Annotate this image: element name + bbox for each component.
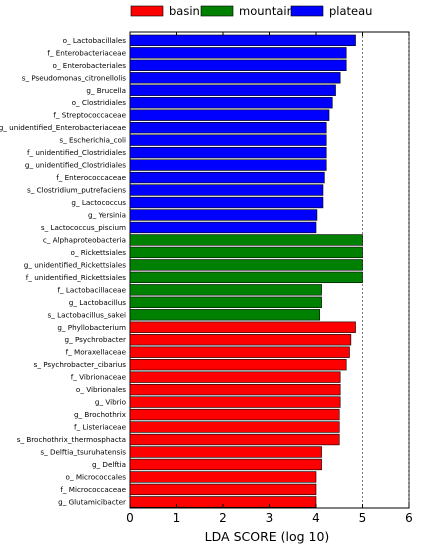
x-tick-label: 6: [405, 511, 413, 525]
category-label: f_ Vibrionaceae: [71, 373, 127, 382]
bar: [129, 97, 333, 109]
bar: [129, 483, 317, 496]
legend-swatch-plateau: [290, 5, 324, 17]
category-label: g_ Brucella: [86, 86, 126, 95]
bar: [129, 122, 327, 134]
bar: [129, 159, 327, 171]
category-label: g_ Glutamicibacter: [58, 497, 126, 506]
bar: [129, 271, 363, 284]
category-label: s_ Lactobacillus_sakei: [48, 310, 126, 319]
category-label: s_ Brochothrix_thermosphacta: [17, 435, 126, 444]
bar: [129, 184, 324, 196]
x-tick-label: 2: [219, 511, 227, 525]
bar: [129, 284, 322, 296]
bar: [129, 72, 341, 84]
category-label: s_ Clostridium_putrefaciens: [27, 186, 126, 195]
category-label: g_ unidentified_Clostridiales: [25, 161, 126, 170]
category-label: g_ Vibrio: [95, 398, 126, 407]
bar: [129, 34, 356, 47]
bar: [129, 383, 341, 396]
x-tick-label: 1: [173, 511, 181, 525]
x-tick-label: 0: [126, 511, 134, 525]
bar: [129, 309, 321, 321]
legend-label-mountains: mountains: [239, 4, 300, 18]
category-label: f_ Enterococcaceae: [56, 173, 126, 182]
category-label: c_ Alphaproteobacteria: [43, 235, 126, 244]
bar: [129, 171, 325, 184]
legend-swatch-mountains: [200, 5, 234, 17]
bar: [129, 146, 327, 159]
category-label: g_ unidentified_Enterobacteriaceae: [0, 123, 127, 132]
category-label: o_ Enterobacteriales: [53, 61, 127, 70]
x-axis-title: LDA SCORE (log 10): [205, 529, 330, 544]
x-tick-label: 5: [359, 511, 367, 525]
bar: [129, 408, 340, 421]
bar: [129, 396, 341, 408]
category-label: f_ Lactobacillaceae: [58, 285, 127, 294]
category-label: g_ Psychrobacter: [65, 335, 127, 344]
category-label: f_ Micrococcaceae: [60, 485, 126, 494]
legend-label-basin: basin: [169, 4, 200, 18]
bar: [129, 296, 322, 308]
category-label: g_ unidentified_Rickettsiales: [24, 260, 126, 269]
category-label: o_ Vibrionales: [76, 385, 126, 394]
bar: [129, 221, 317, 234]
category-label: s_ Pseudomonas_citronellolis: [22, 73, 127, 82]
bar: [129, 234, 363, 246]
bar: [129, 84, 336, 96]
bar: [129, 334, 352, 346]
category-labels: o_ Lactobacillales f_ Enterobacteriaceae o…: [0, 36, 127, 507]
category-label: s_ Psychrobacter_cibarius: [34, 360, 127, 369]
category-label: f_ unidentified_Rickettsiales: [26, 273, 126, 282]
category-label: o_ Lactobacillales: [63, 36, 127, 45]
bar: [129, 59, 347, 71]
category-label: g_ Delftia: [92, 460, 126, 469]
bar: [129, 134, 327, 146]
x-tick-label: 4: [312, 511, 320, 525]
bar: [129, 109, 330, 121]
category-label: g_ Lactococcus: [71, 198, 126, 207]
category-label: g_ Lactobacillus: [69, 298, 126, 307]
category-label: o_ Micrococcales: [66, 472, 127, 481]
category-label: f_ Streptococcaceae: [53, 111, 126, 120]
x-tick-label: 3: [266, 511, 274, 525]
legend: basin mountains plateau: [130, 4, 372, 18]
bar: [129, 209, 318, 221]
legend-label-plateau: plateau: [329, 4, 372, 18]
category-label: f_ Listeriaceae: [74, 423, 127, 432]
legend-swatch-basin: [130, 5, 164, 17]
bar: [129, 196, 324, 209]
x-axis: 0 1 2 3 4 5 6: [126, 32, 413, 525]
category-label: s_ Escherichia_coli: [59, 136, 126, 145]
bar: [129, 421, 340, 433]
bar: [129, 433, 340, 446]
category-label: o_ Rickettsiales: [71, 248, 127, 257]
bar: [129, 371, 341, 383]
bar: [129, 321, 356, 333]
category-label: g_ Phyllobacterium: [57, 323, 126, 332]
bars-group: [129, 34, 363, 508]
bar: [129, 259, 363, 271]
category-label: g_ Yersinia: [88, 210, 126, 219]
category-label: g_ Brochothrix: [74, 410, 127, 419]
bar: [129, 346, 350, 358]
category-label: o_ Clostridiales: [72, 98, 127, 107]
category-label: f_ Enterobacteriaceae: [47, 48, 126, 57]
category-label: f_ Moraxellaceae: [66, 348, 127, 357]
bar: [129, 246, 363, 259]
category-label: s_ Lactococcus_piscium: [41, 223, 126, 232]
category-label: f_ unidentified_Clostridiales: [27, 148, 126, 157]
bar: [129, 458, 322, 471]
bar: [129, 446, 322, 458]
bar: [129, 47, 347, 59]
bar: [129, 359, 347, 371]
bar: [129, 471, 317, 483]
category-label: s_ Delftia_tsuruhatensis: [40, 447, 126, 456]
